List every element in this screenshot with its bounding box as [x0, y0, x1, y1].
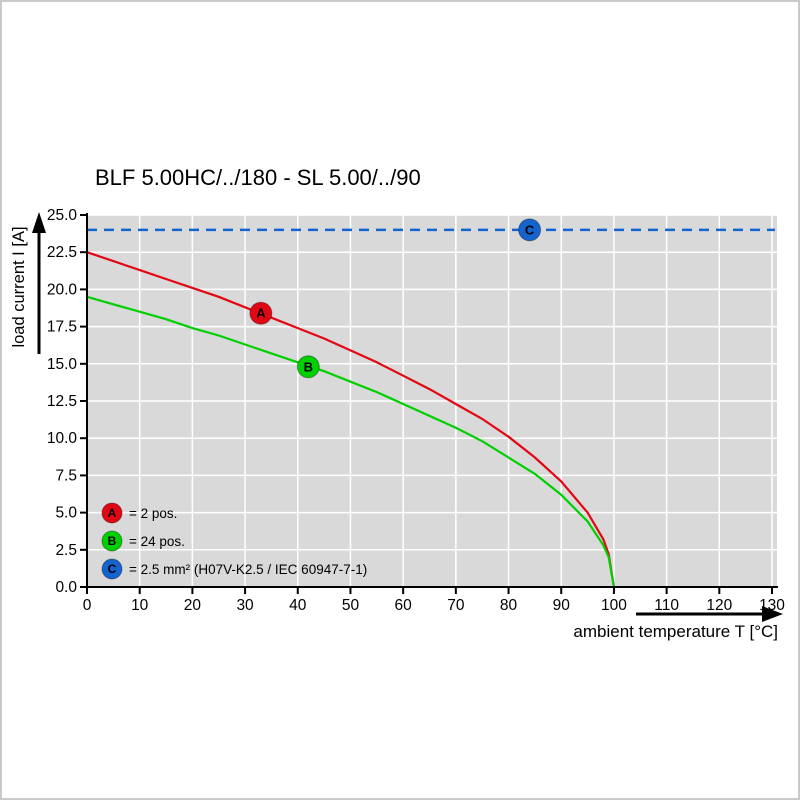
y-tick-label: 2.5	[55, 542, 77, 559]
series-curves	[86, 228, 775, 588]
x-axis-label: ambient temperature T [°C]	[573, 622, 778, 641]
legend-label-C: = 2.5 mm² (H07V-K2.5 / IEC 60947-7-1)	[129, 562, 367, 577]
y-tick-label: 20.0	[47, 281, 78, 298]
curve-markers: A B C	[249, 218, 542, 379]
x-tick-label: 70	[447, 597, 465, 614]
legend-label-B: = 24 pos.	[129, 534, 185, 549]
marker-C	[518, 218, 542, 242]
x-tick-label: 100	[601, 597, 627, 614]
grid-lines	[87, 214, 777, 587]
marker-letter-C: C	[525, 222, 535, 237]
curve-A	[86, 251, 615, 588]
x-tick-label: 120	[706, 597, 732, 614]
x-tick-label: 10	[131, 597, 149, 614]
chart-title: BLF 5.00HC/../180 - SL 5.00/../90	[95, 165, 421, 190]
y-tick-label: 12.5	[47, 393, 77, 410]
x-tick-label: 20	[184, 597, 202, 614]
x-tick-label: 30	[236, 597, 254, 614]
legend-letter-C: C	[108, 562, 117, 576]
x-tick-label: 40	[289, 597, 307, 614]
marker-letter-A: A	[256, 306, 266, 321]
x-tick-label: 0	[83, 597, 92, 614]
x-tick-label: 90	[553, 597, 571, 614]
legend-label-A: = 2 pos.	[129, 506, 177, 521]
axes	[86, 213, 778, 588]
y-tick-label: 25.0	[47, 207, 78, 224]
x-axis-arrow-head	[762, 606, 783, 622]
marker-B	[296, 355, 320, 379]
y-tick-label: 7.5	[55, 467, 77, 484]
marker-A	[249, 301, 273, 325]
legend: A = 2 pos. B = 24 pos. C = 2.5 mm² (H07V-K2.5…	[101, 502, 367, 580]
tick-marks	[80, 214, 773, 594]
y-tick-label: 0.0	[55, 579, 77, 596]
y-axis-label: load current I [A]	[10, 226, 28, 347]
y-tick-label: 10.0	[47, 430, 78, 447]
legend-dot-A	[101, 502, 123, 524]
curve-B	[86, 295, 615, 588]
legend-letter-A: A	[108, 506, 117, 520]
y-tick-label: 17.5	[47, 319, 77, 336]
x-tick-label: 60	[395, 597, 413, 614]
marker-letter-B: B	[304, 359, 313, 374]
y-axis-arrow-head	[32, 212, 46, 233]
axis-arrows	[32, 212, 783, 622]
legend-dot-B	[101, 530, 123, 552]
y-tick-label: 15.0	[47, 356, 78, 373]
y-tick-label: 5.0	[55, 505, 77, 522]
legend-letter-B: B	[108, 534, 117, 548]
legend-dot-C	[101, 558, 123, 580]
x-tick-label: 80	[500, 597, 518, 614]
x-tick-label: 50	[342, 597, 360, 614]
y-tick-label: 22.5	[47, 244, 77, 261]
x-tick-label: 110	[654, 597, 679, 614]
